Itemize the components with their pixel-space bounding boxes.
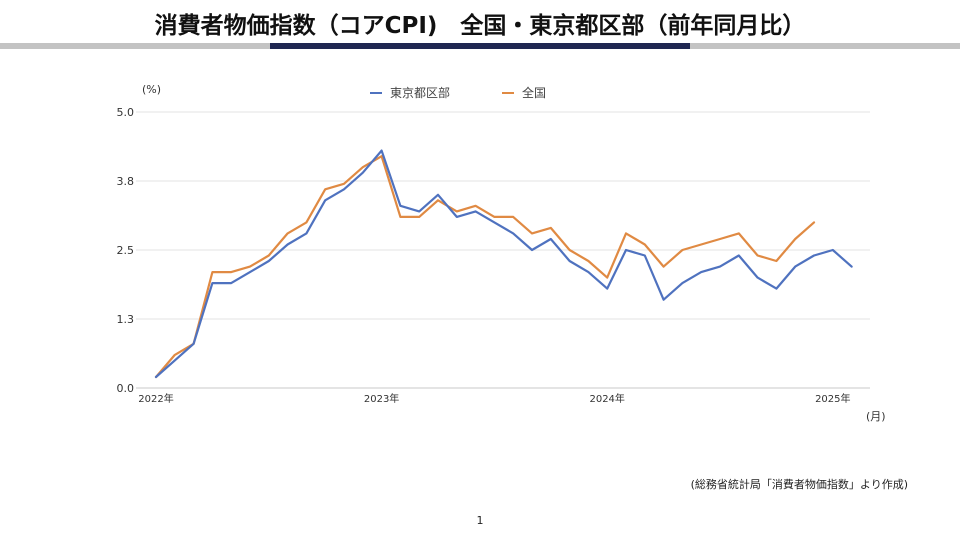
title-rule-left	[0, 43, 270, 49]
y-tick-label: 3.8	[117, 175, 135, 188]
legend-label-national: 全国	[522, 86, 547, 100]
x-axis-unit-label: (月)	[866, 410, 886, 423]
legend-item-national: 全国	[502, 84, 546, 101]
chart-legend: 東京都区部 全国	[370, 84, 546, 101]
x-tick-label: 2024年	[589, 392, 624, 405]
y-tick-label: 1.3	[117, 313, 135, 326]
series-line-tokyo	[154, 149, 853, 379]
y-axis-unit-label: (%)	[142, 83, 162, 96]
title-rule-accent	[270, 43, 690, 49]
legend-swatch-national	[502, 91, 515, 94]
page-title: 消費者物価指数（コアCPI) 全国・東京都区部（前年同月比）	[154, 13, 806, 39]
y-tick-label: 0.0	[117, 382, 135, 395]
y-tick-label: 5.0	[117, 106, 135, 119]
legend-swatch-tokyo	[370, 91, 382, 94]
x-tick-label: 2022年	[138, 392, 173, 405]
legend-label-tokyo: 東京都区部	[390, 86, 451, 100]
x-tick-label: 2025年	[815, 392, 850, 405]
page-number: 1	[476, 514, 484, 527]
legend-item-tokyo: 東京都区部	[370, 84, 450, 101]
y-tick-label: 2.5	[117, 244, 135, 257]
title-rule-right	[690, 43, 960, 49]
series-line-national	[154, 155, 816, 379]
source-note: (総務省統計局「消費者物価指数」より作成)	[690, 478, 908, 491]
x-tick-label: 2023年	[364, 392, 399, 405]
